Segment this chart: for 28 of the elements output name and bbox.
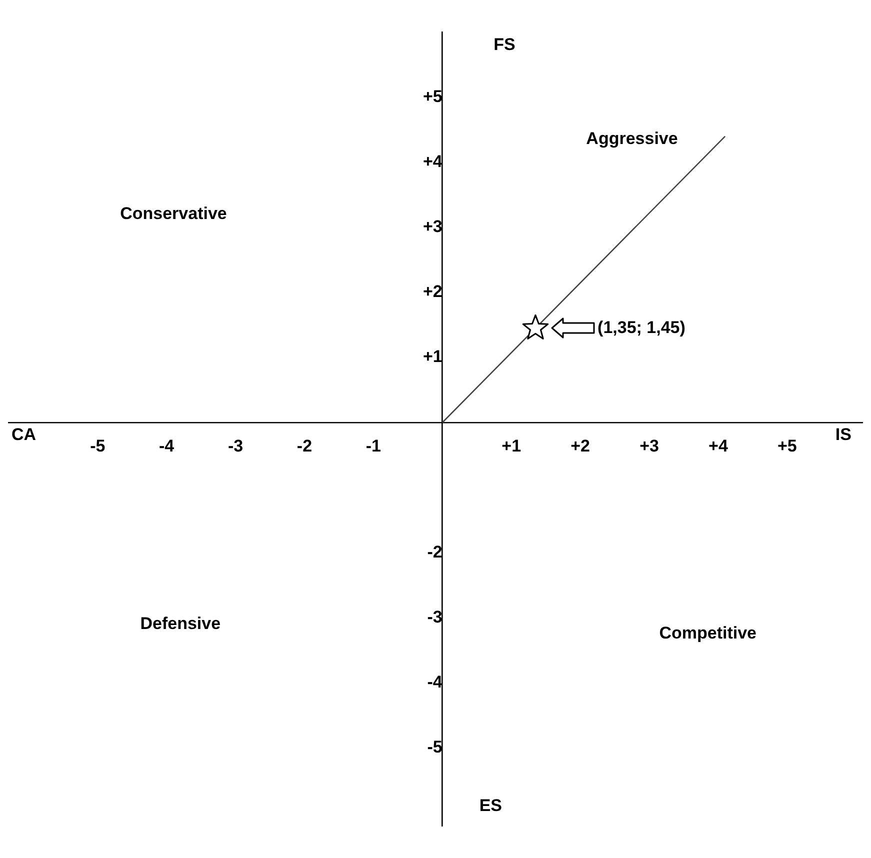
y-tick-label: +5 bbox=[423, 86, 442, 106]
y-tick-label: +4 bbox=[423, 152, 443, 171]
annotation: CA bbox=[11, 425, 36, 444]
y-tick-label: -2 bbox=[427, 542, 442, 562]
annotation: Aggressive bbox=[586, 129, 678, 148]
y-tick-label: +3 bbox=[423, 217, 442, 236]
x-tick-label: +5 bbox=[777, 436, 797, 456]
x-tick-label: -1 bbox=[366, 436, 382, 456]
x-tick-label: -2 bbox=[296, 436, 312, 456]
x-tick-label: -4 bbox=[159, 436, 175, 456]
y-tick-label: +2 bbox=[423, 282, 442, 302]
annotation: (1,35; 1,45) bbox=[598, 318, 686, 337]
x-tick-label: +3 bbox=[640, 436, 659, 456]
annotation: Defensive bbox=[140, 614, 221, 633]
annotation: Conservative bbox=[120, 204, 227, 224]
y-tick-label: -4 bbox=[427, 672, 443, 692]
y-tick-label: -5 bbox=[427, 737, 442, 756]
annotation: FS bbox=[494, 34, 516, 54]
x-tick-label: -3 bbox=[228, 436, 244, 456]
y-tick-label: +1 bbox=[423, 347, 442, 366]
x-tick-label: +1 bbox=[502, 436, 522, 456]
y-tick-label: -3 bbox=[427, 607, 442, 626]
annotation: Competitive bbox=[659, 624, 757, 643]
annotation: IS bbox=[835, 425, 852, 444]
annotation: ES bbox=[479, 796, 502, 815]
x-tick-label: -5 bbox=[90, 436, 106, 456]
x-tick-label: +4 bbox=[708, 436, 728, 456]
x-tick-label: +2 bbox=[570, 436, 590, 456]
